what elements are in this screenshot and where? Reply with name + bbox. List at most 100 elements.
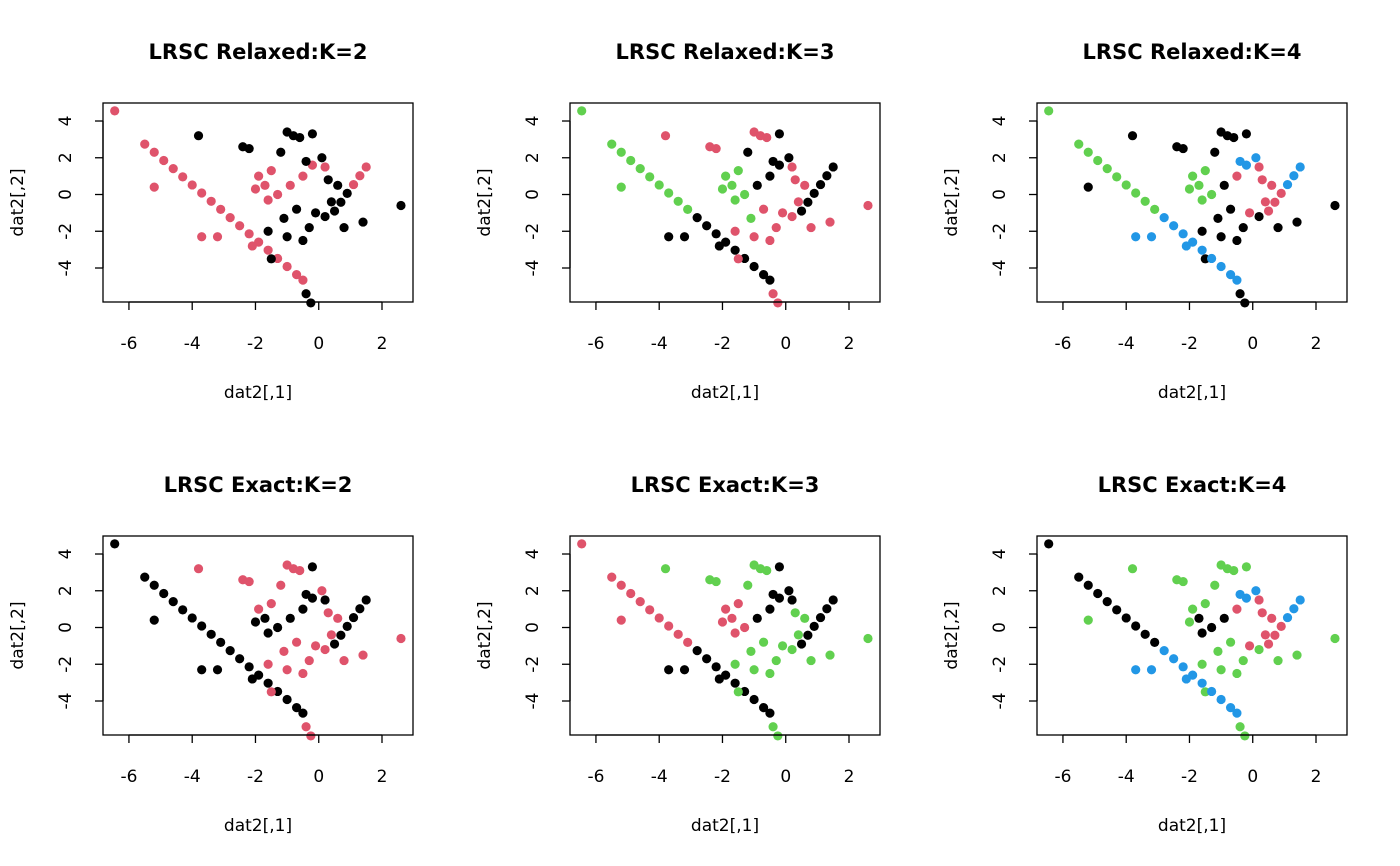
point [727, 180, 737, 190]
point [762, 565, 772, 576]
point [765, 275, 775, 285]
point [320, 595, 330, 605]
point [1244, 641, 1255, 651]
point [711, 662, 721, 672]
point [304, 222, 314, 233]
point [1112, 172, 1122, 182]
point [1197, 226, 1207, 236]
y-tick-label: -4 [523, 260, 543, 277]
point [273, 189, 283, 200]
point [244, 662, 254, 672]
point [765, 604, 775, 614]
x-tick-label: -6 [1054, 767, 1071, 787]
point [212, 665, 223, 675]
point [1178, 576, 1188, 587]
point [1251, 586, 1261, 596]
chart-title: LRSC Exact:K=2 [164, 473, 353, 497]
point [1197, 678, 1207, 688]
y-tick-label: 4 [990, 549, 1010, 560]
point [746, 213, 756, 223]
point [577, 106, 587, 116]
point [266, 166, 276, 176]
point [1225, 703, 1236, 713]
point [771, 222, 781, 233]
point [110, 539, 120, 549]
point [714, 241, 724, 251]
point [717, 617, 728, 627]
point [692, 213, 702, 223]
point [1207, 622, 1217, 633]
point [702, 221, 712, 231]
y-tick-label: -4 [56, 260, 76, 277]
point [250, 617, 261, 627]
point [193, 564, 204, 574]
point [1232, 171, 1242, 181]
point [784, 586, 794, 596]
point [178, 172, 188, 182]
point [1270, 630, 1280, 640]
point [1131, 232, 1141, 242]
x-tick-label: 0 [313, 767, 324, 787]
point [773, 298, 783, 308]
point [1044, 106, 1054, 116]
x-axis-label: dat2[,1] [1158, 383, 1226, 403]
point [225, 213, 235, 223]
point [771, 655, 781, 666]
point [276, 147, 286, 157]
point [339, 222, 349, 233]
point [1273, 655, 1283, 666]
point [730, 226, 740, 236]
point [282, 694, 292, 705]
point [1232, 275, 1242, 285]
y-tick-label: 0 [990, 622, 1010, 633]
point [1083, 147, 1093, 157]
point [263, 659, 273, 669]
point [765, 171, 775, 181]
point [616, 182, 626, 192]
point [787, 162, 797, 172]
point [711, 229, 721, 239]
x-axis-label: dat2[,1] [691, 816, 759, 836]
point [279, 213, 289, 223]
point [336, 630, 346, 640]
y-tick-label: -2 [56, 656, 76, 673]
point [1140, 196, 1150, 206]
point [216, 204, 226, 214]
point [1292, 217, 1302, 227]
point [721, 171, 731, 181]
y-tick-label: 2 [523, 585, 543, 596]
point [307, 129, 318, 139]
panel: LRSC Relaxed:K=2 -6 -4 -2 0 2 -4 -2 0 2 4 dat2[,1] d… [8, 40, 414, 403]
chart-title: LRSC Exact:K=4 [1098, 473, 1287, 497]
x-tick-label: -2 [1181, 334, 1198, 354]
point [323, 175, 333, 185]
point [317, 153, 327, 163]
point [197, 665, 207, 675]
point [762, 132, 772, 143]
x-tick-label: -4 [1118, 767, 1135, 787]
point [295, 565, 305, 576]
point [815, 179, 826, 190]
point [1159, 213, 1169, 223]
point [1213, 646, 1223, 656]
point [1257, 175, 1267, 185]
point [768, 289, 778, 299]
point [796, 639, 807, 649]
point [803, 197, 813, 207]
point [1263, 206, 1274, 216]
point [1131, 665, 1141, 675]
x-tick-label: -2 [714, 767, 731, 787]
y-tick-label: 4 [990, 116, 1010, 127]
point [730, 628, 740, 638]
point [1225, 637, 1236, 647]
point [714, 674, 724, 684]
point [298, 604, 308, 614]
point [298, 171, 308, 181]
point [752, 613, 762, 623]
point [285, 613, 295, 623]
point [727, 613, 737, 623]
point [1282, 179, 1293, 190]
point [212, 232, 223, 242]
